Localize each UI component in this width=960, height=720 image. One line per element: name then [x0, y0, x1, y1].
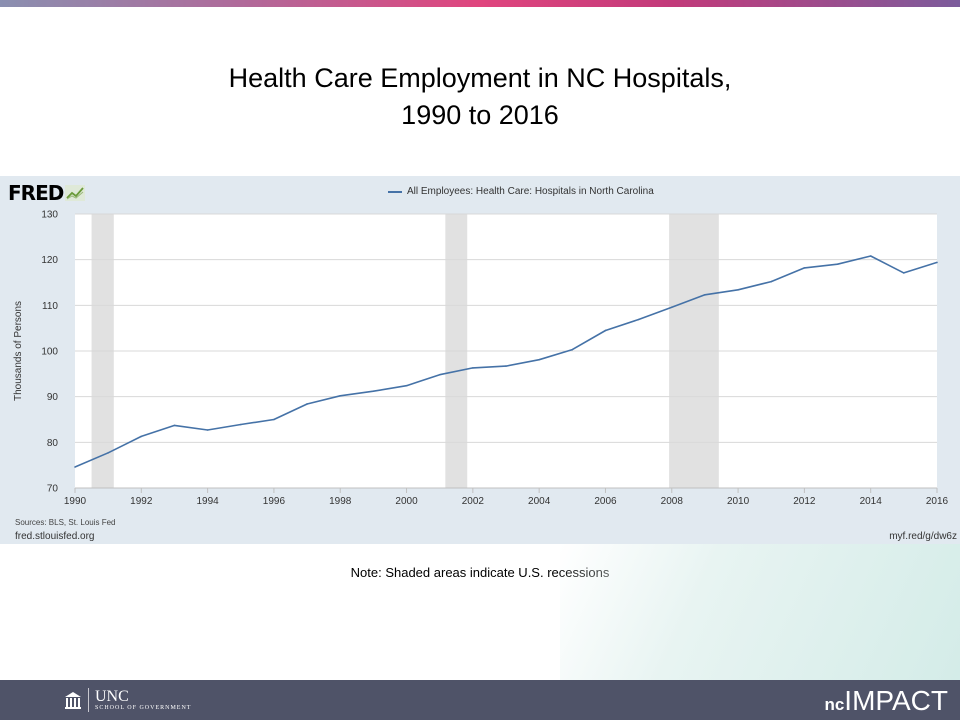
data-point-2005 [571, 348, 574, 351]
slide-title: Health Care Employment in NC Hospitals, … [0, 60, 960, 134]
data-point-1992 [140, 435, 143, 438]
recession-note: Note: Shaded areas indicate U.S. recessi… [350, 565, 610, 580]
x-tick-label: 2000 [395, 496, 418, 507]
data-point-1993 [173, 424, 176, 427]
data-point-2002 [472, 367, 474, 369]
data-point-2009 [704, 294, 706, 296]
x-tick-label: 2016 [926, 496, 949, 507]
x-tick-label: 2006 [594, 496, 617, 507]
decorative-background [560, 544, 960, 680]
data-point-2011 [770, 280, 773, 283]
data-point-2010 [737, 289, 739, 291]
chart-sources: Sources: BLS, St. Louis Fed [15, 518, 116, 527]
slide-title-line1: Health Care Employment in NC Hospitals, [228, 63, 732, 93]
brand-main: IMPACT [844, 685, 948, 716]
chart-legend[interactable]: All Employees: Health Care: Hospitals in… [388, 186, 654, 197]
y-tick-label: 110 [42, 301, 58, 312]
ncimpact-logo[interactable]: ncIMPACT [824, 685, 948, 717]
data-point-1991 [107, 452, 109, 454]
brand-prefix: nc [824, 695, 845, 714]
legend-swatch [388, 190, 402, 193]
data-point-2003 [505, 365, 507, 367]
data-point-2001 [438, 373, 441, 376]
data-point-1996 [273, 418, 275, 421]
x-tick-label: 2008 [661, 496, 684, 507]
data-point-1990 [74, 466, 76, 468]
data-point-2013 [836, 263, 839, 266]
data-point-1998 [339, 394, 342, 397]
x-tick-label: 2002 [462, 496, 485, 507]
x-tick-label: 1996 [263, 496, 286, 507]
data-point-2007 [637, 318, 640, 321]
data-point-2014 [869, 255, 872, 257]
data-point-2015 [903, 272, 905, 274]
top-stripe [0, 0, 960, 7]
x-tick-label: 1998 [329, 496, 352, 507]
x-tick-label: 1994 [196, 496, 219, 507]
fred-graph-icon [65, 185, 86, 201]
unc-school: SCHOOL OF GOVERNMENT [95, 704, 192, 711]
y-tick-label: 120 [41, 255, 58, 266]
y-tick-label: 70 [47, 484, 59, 495]
unc-logo[interactable]: UNC SCHOOL OF GOVERNMENT [64, 688, 191, 712]
slide-title-line2: 1990 to 2016 [401, 100, 559, 130]
data-point-1999 [372, 390, 375, 392]
fred-chart-panel: FRED All Employees: Health Care: Hospita… [0, 176, 960, 544]
y-tick-label: 80 [47, 438, 59, 449]
fred-logo[interactable]: FRED [8, 181, 86, 205]
line-chart: 70 80 90 100 110 120 130 1990 1992 1994 1996 1998 20… [13, 210, 949, 508]
x-tick-label: 2014 [860, 496, 883, 507]
fred-site-link[interactable]: fred.stlouisfed.org [15, 531, 95, 542]
x-tick-label: 2010 [727, 496, 750, 507]
y-tick-label: 90 [47, 392, 59, 403]
data-point-2016 [936, 261, 938, 264]
data-point-2012 [803, 267, 806, 269]
data-point-2000 [405, 384, 408, 387]
logo-divider [88, 688, 89, 712]
x-tick-label: 2012 [793, 496, 816, 507]
old-well-icon [65, 692, 81, 709]
data-point-1995 [239, 423, 242, 426]
x-tick-label: 2004 [528, 496, 551, 507]
footer-bar: UNC SCHOOL OF GOVERNMENT ncIMPACT [0, 680, 960, 720]
data-point-1997 [306, 403, 308, 405]
data-point-1994 [206, 429, 209, 431]
data-point-2004 [538, 358, 540, 361]
y-axis-label: Thousands of Persons [13, 301, 24, 401]
legend-label: All Employees: Health Care: Hospitals in… [407, 186, 654, 197]
x-tick-label: 1992 [130, 496, 153, 507]
fred-logo-text: FRED [8, 181, 64, 205]
data-point-2008 [670, 306, 673, 308]
data-point-2006 [604, 329, 607, 332]
short-link[interactable]: myf.red/g/dw6z [889, 531, 957, 542]
unc-name: UNC [95, 687, 129, 705]
y-tick-label: 100 [41, 347, 58, 358]
y-tick-label: 130 [41, 210, 58, 221]
x-tick-label: 1990 [64, 496, 87, 507]
